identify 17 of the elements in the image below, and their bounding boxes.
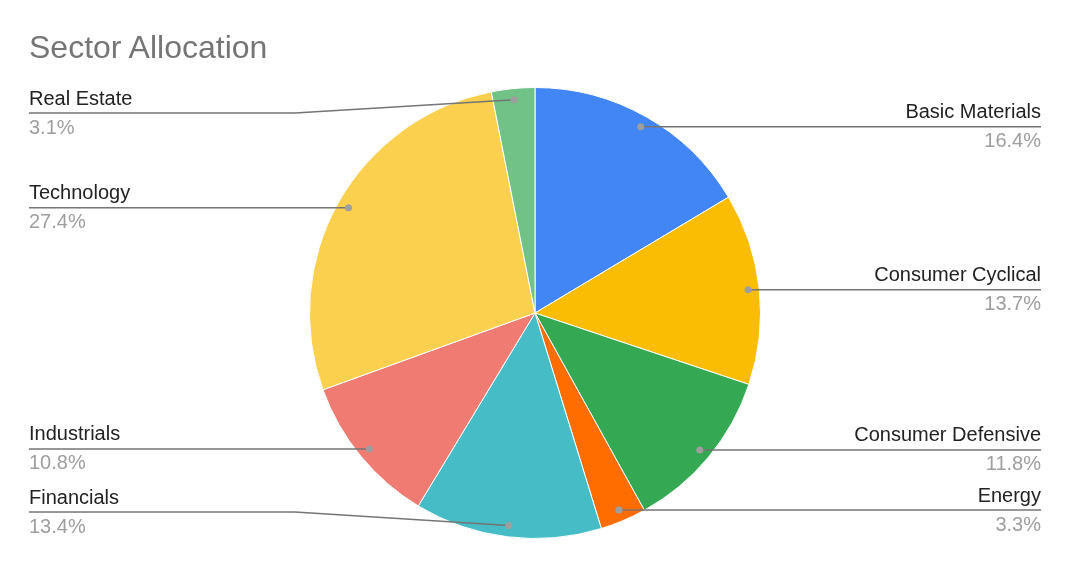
data-label: 3.1% [29,115,75,138]
slice-label: Basic Materials [905,100,1041,123]
data-label: 27.4% [29,210,86,233]
slice-label: Real Estate [29,86,133,109]
slice-label: Consumer Cyclical [874,263,1041,286]
chart-title: Sector Allocation [29,29,268,65]
data-label: 10.8% [29,451,86,474]
data-label: 11.8% [985,452,1042,475]
slice-label: Industrials [29,422,121,445]
slice-label: Energy [977,483,1041,506]
data-label: 13.4% [29,514,86,537]
data-label: 13.7% [984,292,1042,315]
slice-label: Financials [29,485,120,508]
data-label: 3.3% [995,512,1042,535]
slice-label: Consumer Defensive [854,423,1041,446]
data-label: 16.4% [984,129,1042,152]
slice-label: Technology [29,181,131,204]
